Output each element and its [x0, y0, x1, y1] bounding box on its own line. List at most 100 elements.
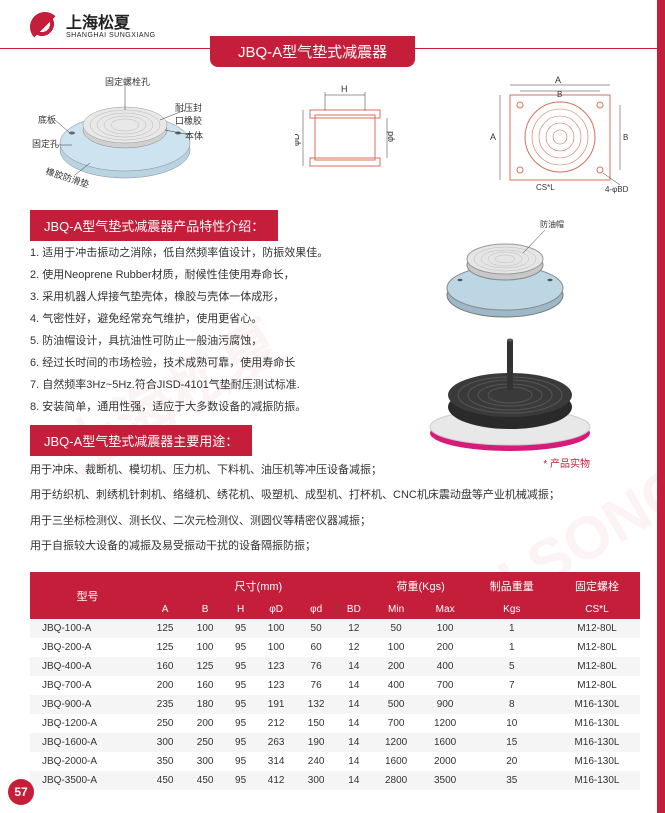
table-cell: 125	[145, 619, 185, 638]
table-cell: 200	[145, 676, 185, 695]
table-cell: 95	[225, 752, 256, 771]
table-row: JBQ-900-A23518095191132145009008M16-130L	[30, 695, 640, 714]
table-cell: 700	[372, 714, 421, 733]
table-cell: 263	[256, 733, 296, 752]
table-cell: 14	[336, 657, 372, 676]
table-row: JBQ-400-A1601259512376142004005M12-80L	[30, 657, 640, 676]
table-cell: 14	[336, 733, 372, 752]
table-cell: 900	[421, 695, 470, 714]
feature-item: 6. 经过长时间的市场检验，技术成熟可靠，使用寿命长	[30, 352, 328, 374]
table-row: JBQ-1600-A30025095263190141200160015M16-…	[30, 733, 640, 752]
table-cell: 400	[421, 657, 470, 676]
table-cell: 76	[296, 657, 336, 676]
table-cell: 14	[336, 714, 372, 733]
table-cell: 95	[225, 695, 256, 714]
table-cell: M16-130L	[554, 752, 640, 771]
table-cell: 95	[225, 619, 256, 638]
table-cell: 191	[256, 695, 296, 714]
table-cell: 14	[336, 676, 372, 695]
svg-text:φD: φD	[295, 133, 301, 146]
table-cell: 1200	[421, 714, 470, 733]
table-subheader: BD	[336, 600, 372, 619]
table-row: JBQ-1200-A2502009521215014700120010M16-1…	[30, 714, 640, 733]
table-row: JBQ-3500-A45045095412300142800350035M16-…	[30, 771, 640, 790]
table-cell: 14	[336, 695, 372, 714]
svg-text:φd: φd	[385, 131, 395, 142]
table-subheader: B	[185, 600, 225, 619]
feature-item: 5. 防油帽设计，具抗油性可防止一般油污腐蚀，	[30, 330, 328, 352]
table-cell: 7	[470, 676, 554, 695]
table-cell: 212	[256, 714, 296, 733]
table-cell: 95	[225, 676, 256, 695]
table-cell: 300	[145, 733, 185, 752]
section-features-heading: JBQ-A型气垫式减震器产品特性介绍：	[30, 210, 278, 241]
table-cell: 3500	[421, 771, 470, 790]
table-cell: M16-130L	[554, 714, 640, 733]
table-cell: 132	[296, 695, 336, 714]
table-cell: M16-130L	[554, 733, 640, 752]
table-row: JBQ-200-A1251009510060121002001M12-80L	[30, 638, 640, 657]
table-header: 制品重量	[470, 572, 554, 600]
table-cell: 350	[145, 752, 185, 771]
table-cell: 123	[256, 676, 296, 695]
svg-text:B: B	[623, 133, 628, 142]
table-cell: 60	[296, 638, 336, 657]
table-cell: JBQ-400-A	[30, 657, 145, 676]
table-subheader: Max	[421, 600, 470, 619]
svg-text:B: B	[557, 90, 562, 99]
logo: 上海松夏 SHANGHAI SUNGXIANG	[30, 12, 156, 42]
diagram-top: A B A B CS*L 4-φBD	[480, 75, 640, 195]
table-cell: 12	[336, 619, 372, 638]
svg-text:A: A	[555, 75, 561, 85]
table-cell: 314	[256, 752, 296, 771]
svg-text:CS*L: CS*L	[536, 183, 555, 192]
table-cell: JBQ-200-A	[30, 638, 145, 657]
table-cell: 500	[372, 695, 421, 714]
logo-en: SHANGHAI SUNGXIANG	[66, 32, 156, 39]
table-cell: 160	[185, 676, 225, 695]
table-cell: 150	[296, 714, 336, 733]
product-image-photo	[415, 335, 605, 455]
table-cell: 100	[185, 638, 225, 657]
table-cell: 400	[372, 676, 421, 695]
svg-text:防油帽: 防油帽	[540, 219, 564, 229]
table-cell: 95	[225, 638, 256, 657]
table-subheader: CS*L	[554, 600, 640, 619]
label-hole: 固定孔	[32, 137, 59, 150]
product-image-render: 防油帽	[435, 215, 575, 325]
table-cell: 14	[336, 771, 372, 790]
table-cell: 200	[372, 657, 421, 676]
table-cell: M12-80L	[554, 676, 640, 695]
table-subheader: φd	[296, 600, 336, 619]
table-subheader: A	[145, 600, 185, 619]
table-subheader: Min	[372, 600, 421, 619]
table-header: 尺寸(mm)	[145, 572, 371, 600]
table-subheader: H	[225, 600, 256, 619]
table-cell: M12-80L	[554, 657, 640, 676]
svg-text:A: A	[490, 132, 496, 142]
table-cell: 100	[372, 638, 421, 657]
table-cell: JBQ-1200-A	[30, 714, 145, 733]
table-cell: 100	[421, 619, 470, 638]
table-cell: JBQ-900-A	[30, 695, 145, 714]
features-list: 1. 适用于冲击振动之消除，低自然频率值设计，防振效果佳。2. 使用Neopre…	[30, 242, 328, 418]
feature-item: 4. 气密性好，避免经常充气维护，使用更省心。	[30, 308, 328, 330]
table-cell: 450	[185, 771, 225, 790]
feature-item: 2. 使用Neoprene Rubber材质，耐候性佳使用寿命长，	[30, 264, 328, 286]
table-cell: 100	[185, 619, 225, 638]
table-cell: 450	[145, 771, 185, 790]
table-cell: 100	[256, 619, 296, 638]
table-cell: 76	[296, 676, 336, 695]
label-bolt-hole: 固定螺栓孔	[105, 75, 150, 88]
table-cell: 95	[225, 657, 256, 676]
table-cell: 250	[185, 733, 225, 752]
feature-item: 7. 自然频率3Hz~5Hz.符合JISD-4101气垫耐压测试标准.	[30, 374, 328, 396]
table-row: JBQ-100-A125100951005012501001M12-80L	[30, 619, 640, 638]
table-subheader: Kgs	[470, 600, 554, 619]
table-row: JBQ-700-A2001609512376144007007M12-80L	[30, 676, 640, 695]
page-title: JBQ-A型气垫式减震器	[210, 36, 415, 67]
table-cell: 700	[421, 676, 470, 695]
table-cell: 250	[145, 714, 185, 733]
table-cell: 1200	[372, 733, 421, 752]
table-cell: 2000	[421, 752, 470, 771]
